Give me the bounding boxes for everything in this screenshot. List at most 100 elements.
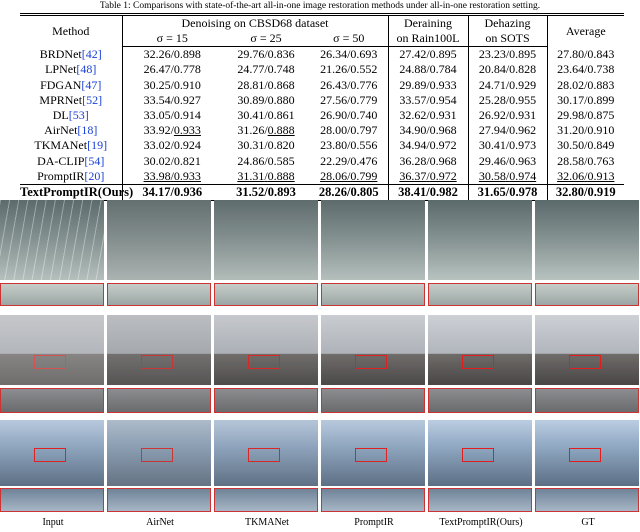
- zoom-crop: [107, 488, 211, 512]
- restored-image: [0, 200, 104, 280]
- citation: [42]: [81, 47, 102, 62]
- header-cell: Method: [20, 12, 123, 47]
- restored-image: [107, 200, 211, 280]
- restored-image: [107, 420, 211, 486]
- zoom-box: [248, 448, 280, 462]
- method-label: AirNet: [146, 517, 174, 528]
- score-cell: 33.57/0.954: [388, 92, 469, 108]
- results-table: Method Denoising on CBSD68 dataset Deraini…: [20, 12, 625, 202]
- score-cell: 30.31/0.820: [237, 138, 295, 153]
- score-cell: 25.28/0.955: [468, 92, 548, 108]
- citation: [47]: [81, 77, 102, 92]
- header-cell: Denoising on CBSD68 dataset: [122, 13, 389, 31]
- method-label: GT: [581, 517, 595, 528]
- score-cell: 34.94/0.972: [388, 138, 469, 154]
- score-cell: 34.90/0.968: [388, 123, 469, 139]
- score-cell: 31.26/0.888: [237, 123, 295, 138]
- score-cell: 31.20/0.910: [557, 123, 615, 138]
- zoom-box: [569, 448, 601, 462]
- score-cell: 38.41/0.982: [388, 183, 469, 202]
- score-cell: 32.80/0.919: [547, 183, 625, 202]
- citation: [19]: [87, 138, 108, 153]
- header-row: Method Denoising on CBSD68 dataset Deraini…: [20, 12, 625, 47]
- header-cell: σ = 15: [122, 31, 222, 48]
- restored-image: [214, 315, 318, 385]
- score-cell: 26.43/0.776: [310, 77, 389, 93]
- table-row: DA-CLIP[54] 30.02/0.821 24.86/0.585 22.29/0…: [20, 153, 624, 169]
- score-cell: 26.92/0.931: [468, 107, 548, 124]
- method-cell: MPRNet[52]: [20, 92, 123, 108]
- zoom-crop: [214, 283, 318, 306]
- score-cell: 32.62/0.931: [388, 107, 469, 124]
- zoom-box: [462, 355, 494, 369]
- score-cell: 24.71/0.929: [468, 77, 548, 93]
- score-cell: 33.54/0.927: [143, 92, 201, 107]
- restored-image: [321, 315, 425, 385]
- score-cell: 36.28/0.968: [388, 153, 469, 169]
- citation: [52]: [82, 92, 103, 107]
- score-cell: 29.89/0.933: [388, 77, 469, 93]
- header-cell: Deraining: [388, 13, 469, 31]
- zoom-box: [248, 355, 280, 369]
- score-cell: 33.02/0.924: [143, 138, 201, 153]
- method-cell: TKMANet[19]: [20, 138, 123, 154]
- score-cell: 27.94/0.962: [468, 123, 548, 139]
- score-cell: 23.23/0.895: [468, 46, 548, 63]
- header-cell: σ = 50: [310, 31, 389, 48]
- zoom-box: [34, 448, 66, 462]
- score-cell: 32.06/0.913: [557, 168, 615, 183]
- score-cell: 28.81/0.868: [237, 77, 295, 92]
- zoom-crop: [535, 388, 639, 413]
- method-label: TextPromptIR(Ours): [439, 517, 523, 528]
- method-cell: LPNet[48]: [20, 62, 123, 78]
- method-label: PromptIR: [354, 517, 394, 528]
- restored-image: [428, 420, 532, 486]
- table-row: AirNet[18] 33.92/0.933 31.26/0.888 28.00/0.…: [20, 123, 624, 139]
- score-cell: 31.31/0.888: [237, 168, 295, 183]
- score-cell: 24.86/0.585: [237, 153, 295, 168]
- restored-image: [321, 200, 425, 280]
- zoom-box: [141, 448, 173, 462]
- restored-image: [0, 315, 104, 385]
- zoom-crop: [0, 283, 104, 306]
- score-cell: 33.98/0.933: [143, 168, 201, 183]
- zoom-crop: [107, 283, 211, 306]
- method-name: BRDNet: [39, 47, 82, 62]
- score-cell: 26.90/0.740: [310, 107, 389, 124]
- zoom-crop: [321, 488, 425, 512]
- score-cell: 27.42/0.895: [388, 46, 469, 63]
- method-cell: AirNet[18]: [20, 123, 123, 139]
- score-cell: 31.65/0.978: [468, 183, 548, 202]
- score-cell: 30.41/0.973: [468, 138, 548, 154]
- zoom-box: [569, 355, 601, 369]
- zoom-crop: [428, 283, 532, 306]
- zoom-crop: [321, 388, 425, 413]
- score-cell: 28.06/0.799: [310, 168, 389, 185]
- header-cell: on SOTS: [468, 31, 548, 48]
- method-label: TKMANet: [245, 517, 289, 528]
- table-row: TextPromptIR(Ours) 34.17/0.936 31.52/0.893…: [20, 183, 625, 202]
- method-name: AirNet: [44, 123, 78, 138]
- table-row: PromptIR[20] 33.98/0.933 31.31/0.888 28.06/…: [20, 168, 624, 185]
- restored-image: [535, 200, 639, 280]
- zoom-crop: [428, 488, 532, 512]
- table-row: DL[53] 33.05/0.914 30.41/0.861 26.90/0.740 3…: [20, 107, 624, 124]
- zoom-box: [141, 355, 173, 369]
- zoom-box: [462, 448, 494, 462]
- score-cell: 30.25/0.910: [143, 77, 201, 92]
- citation: [53]: [68, 108, 89, 123]
- score-cell: 29.98/0.875: [557, 108, 615, 123]
- method-name: FDGAN: [40, 77, 82, 92]
- score-cell: 30.50/0.849: [557, 138, 615, 153]
- score-cell: 32.26/0.898: [143, 47, 201, 62]
- restored-image: [535, 315, 639, 385]
- zoom-crop: [107, 388, 211, 413]
- method-label: Input: [42, 517, 64, 528]
- score-cell: 34.17/0.936: [122, 183, 222, 202]
- score-cell: 30.17/0.899: [557, 92, 615, 107]
- score-cell: 27.80/0.843: [557, 47, 615, 62]
- table-row: LPNet[48] 26.47/0.778 24.77/0.748 21.26/0.5…: [20, 62, 624, 78]
- zoom-crop: [321, 283, 425, 306]
- score-cell: 28.26/0.805: [310, 183, 389, 202]
